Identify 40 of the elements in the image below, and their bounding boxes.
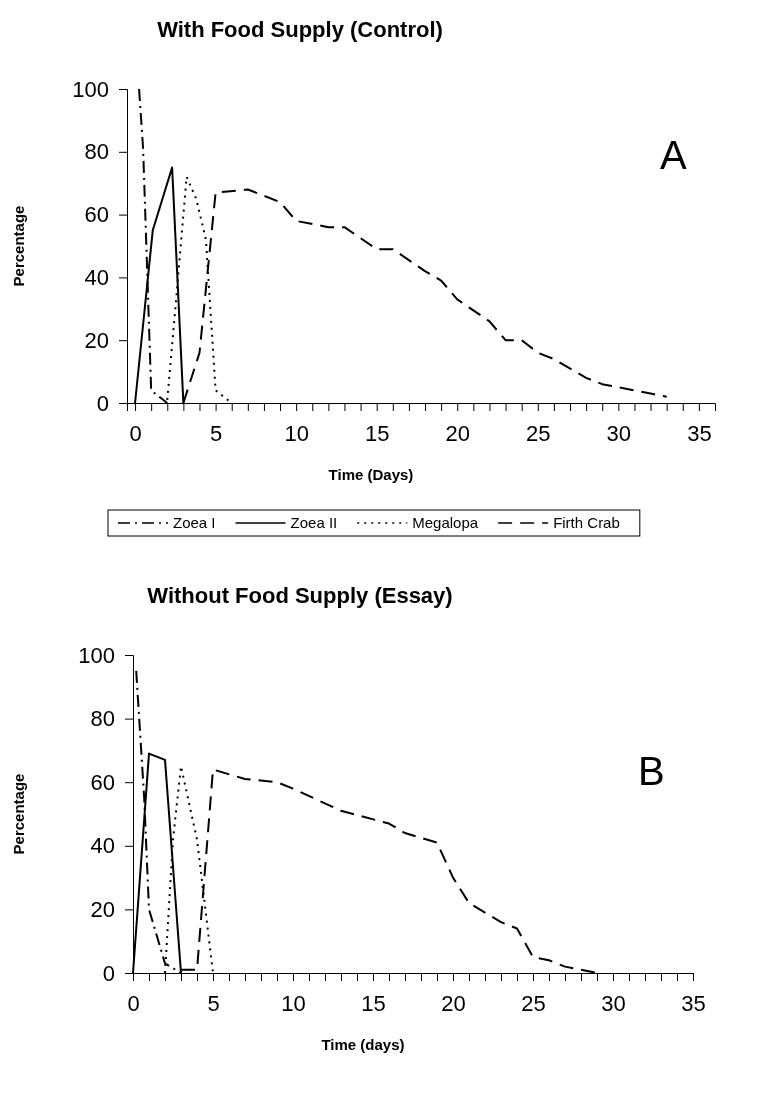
x-tick-label: 10	[284, 420, 309, 446]
x-tick-label: 20	[445, 420, 470, 446]
y-tick-label: 20	[90, 896, 115, 922]
x-tick-label: 35	[687, 420, 712, 446]
x-tick-label: 0	[129, 420, 142, 446]
x-axis-title: Time (Days)	[328, 466, 414, 483]
x-tick-label: 10	[281, 990, 306, 1016]
y-tick-label: 80	[90, 706, 115, 732]
y-tick-label: 80	[84, 139, 109, 165]
x-axis-title: Time (days)	[321, 1036, 405, 1053]
y-axis-title: Percentage	[10, 773, 27, 855]
y-axis-title: Percentage	[10, 205, 27, 287]
y-tick-label: 60	[84, 202, 109, 228]
y-tick-label: 0	[96, 390, 109, 416]
legend-label: Zoea II	[290, 514, 338, 531]
y-tick-label: 40	[90, 833, 115, 859]
x-tick-label: 15	[364, 420, 390, 446]
x-tick-label: 20	[441, 990, 466, 1016]
y-tick-label: 0	[102, 960, 115, 986]
x-tick-label: 25	[526, 420, 551, 446]
x-tick-label: 30	[601, 990, 626, 1016]
y-tick-label: 60	[90, 769, 115, 795]
x-tick-label: 15	[361, 990, 386, 1016]
x-tick-label: 5	[209, 420, 223, 446]
annotation: B	[638, 749, 665, 793]
x-tick-label: 35	[681, 990, 706, 1016]
annotation: A	[660, 133, 687, 177]
y-tick-label: 100	[78, 642, 115, 668]
chart-title: With Food Supply (Control)	[157, 17, 443, 42]
x-tick-label: 5	[207, 990, 220, 1016]
legend-label: Megalopa	[412, 514, 479, 531]
y-tick-label: 20	[84, 327, 109, 353]
y-tick-label: 40	[84, 264, 109, 290]
x-tick-label: 0	[127, 990, 140, 1016]
legend-label: Zoea I	[173, 514, 216, 531]
x-tick-label: 30	[606, 420, 632, 446]
legend-label: Firth Crab	[553, 514, 620, 531]
y-tick-label: 100	[72, 76, 109, 102]
chart-title: Without Food Supply (Essay)	[147, 583, 453, 608]
x-tick-label: 25	[521, 990, 546, 1016]
